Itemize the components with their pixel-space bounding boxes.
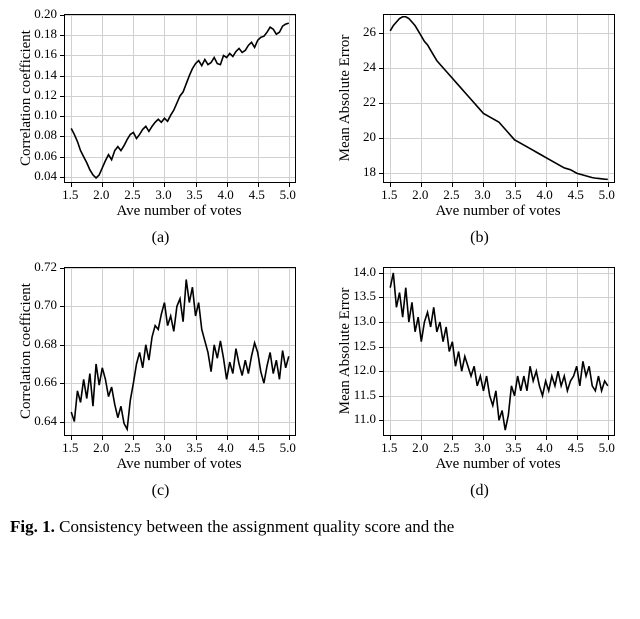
figure-1: 1.52.02.53.03.54.04.55.00.040.060.080.10… (0, 0, 640, 538)
panel-a: 1.52.02.53.03.54.04.55.00.040.060.080.10… (10, 8, 311, 257)
chart-c: 1.52.02.53.03.54.04.55.00.640.660.680.70… (10, 261, 300, 476)
panel-letter-c: (c) (10, 482, 311, 500)
chart-a: 1.52.02.53.03.54.04.55.00.040.060.080.10… (10, 8, 300, 223)
chart-d: 1.52.02.53.03.54.04.55.011.011.512.012.5… (329, 261, 619, 476)
panel-d: 1.52.02.53.03.54.04.55.011.011.512.012.5… (329, 261, 630, 510)
chart-b: 1.52.02.53.03.54.04.55.01820222426Mean A… (329, 8, 619, 223)
figure-caption: Fig. 1. Consistency between the assignme… (10, 516, 630, 538)
panel-letter-a: (a) (10, 229, 311, 247)
panel-grid: 1.52.02.53.03.54.04.55.00.040.060.080.10… (10, 8, 630, 510)
caption-text: Consistency between the assignment quali… (55, 517, 454, 536)
panel-letter-d: (d) (329, 482, 630, 500)
panel-letter-b: (b) (329, 229, 630, 247)
caption-label: Fig. 1. (10, 517, 55, 536)
panel-b: 1.52.02.53.03.54.04.55.01820222426Mean A… (329, 8, 630, 257)
panel-c: 1.52.02.53.03.54.04.55.00.640.660.680.70… (10, 261, 311, 510)
